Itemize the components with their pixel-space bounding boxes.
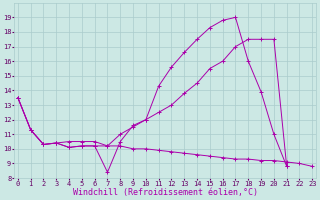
X-axis label: Windchill (Refroidissement éolien,°C): Windchill (Refroidissement éolien,°C) — [73, 188, 258, 197]
